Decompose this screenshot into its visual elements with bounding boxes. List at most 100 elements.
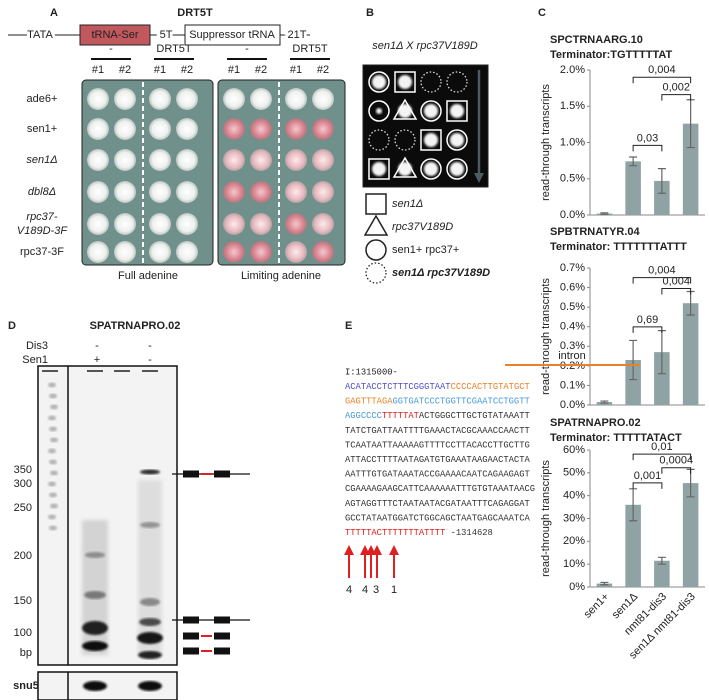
colony: [149, 181, 171, 203]
bar: [625, 504, 641, 587]
colony: [250, 241, 272, 263]
colony: [87, 181, 109, 203]
colony: [285, 149, 307, 171]
loading-band: [83, 681, 107, 691]
sequence-segment: GAGTTTAGA: [345, 397, 393, 407]
colony: [149, 88, 171, 110]
gel-smear: [138, 480, 162, 655]
p-value: 0,004: [648, 264, 676, 276]
panel-label: B: [366, 7, 374, 19]
sequence-line: TATCTGATTAATTTTGAAACTACGCAAACCAACTT: [345, 426, 530, 436]
ladder-band: [49, 525, 57, 531]
strain-label: V189D-3F: [17, 225, 68, 237]
clone-label: #1: [92, 64, 104, 76]
panel-label: E: [345, 320, 352, 332]
construct-label: tRNA-Ser: [91, 29, 138, 41]
significance-bracket: [632, 453, 692, 461]
colony: [114, 213, 136, 235]
construct-label: TATA: [27, 29, 53, 41]
sequence-line: AGTAGGTTTCTAATAATACGATAATTTCAGAGGAT: [345, 499, 530, 509]
p-value: 0,004: [648, 64, 676, 76]
sequence-line: ACATACCTCTTTCGGGTAATCCCCACTTGTATGCT: [345, 382, 530, 392]
error-bar: [600, 581, 609, 586]
gel-well: [87, 370, 103, 372]
ladder-band: [50, 437, 58, 443]
genotype-circle: [365, 239, 387, 261]
strain-label: sen1Δ: [26, 154, 57, 166]
colony: [223, 213, 245, 235]
error-bar: [629, 156, 638, 167]
p-value: 0,01: [651, 441, 672, 453]
schematic-exon: [183, 616, 199, 624]
error-bar: [600, 400, 609, 404]
colony: [176, 118, 198, 140]
column-group: DRT5T: [156, 43, 192, 55]
colony: [312, 118, 334, 140]
panel-title: DRT5T: [177, 7, 213, 19]
colony: [223, 88, 245, 110]
clone-label: #2: [255, 64, 267, 76]
panel-label: A: [50, 7, 58, 19]
schematic-exon: [214, 616, 230, 624]
colony: [250, 181, 272, 203]
colony-spot: [450, 162, 464, 176]
genotype-square: [365, 193, 387, 215]
genotype-circle: [420, 158, 442, 180]
colony-spot: [398, 162, 412, 176]
significance-bracket: [661, 94, 692, 101]
colony: [149, 241, 171, 263]
colony: [250, 149, 272, 171]
sequence-segment: AGGCCCC: [345, 412, 382, 422]
colony: [149, 213, 171, 235]
construct-label: 5T: [160, 29, 173, 41]
ladder-band: [50, 404, 58, 410]
bar: [654, 560, 670, 587]
colony-spot: [372, 75, 386, 89]
colony: [285, 118, 307, 140]
y-axis-label: read-through transcripts: [540, 278, 552, 395]
colony-spot: [424, 104, 438, 118]
significance-bracket: [632, 277, 692, 284]
y-tick-label: 0.3%: [560, 340, 585, 352]
chart-title: SPATRNAPRO.02: [550, 417, 641, 429]
gel-band: [140, 598, 160, 606]
loading-label: snu5: [13, 680, 39, 692]
gel-band: [84, 591, 106, 599]
condition-sign: -: [148, 354, 152, 366]
size-marker: 100: [14, 627, 32, 639]
sequence-segment: AATTTGTGATAAATACCGAAAACAATCAGAAGAGT: [345, 470, 530, 480]
condition-sign: +: [94, 354, 100, 366]
genotype-triangle: [392, 98, 418, 120]
strain-label: rpc37-3F: [20, 246, 64, 258]
colony: [149, 149, 171, 171]
gel-band: [139, 618, 161, 626]
coordinate: I:1315000-: [345, 367, 398, 377]
significance-bracket: [661, 467, 692, 474]
genotype-circle: [446, 158, 468, 180]
construct-label: 21T: [288, 29, 307, 41]
colony: [312, 88, 334, 110]
significance-bracket: [661, 288, 692, 295]
clone-label: #2: [317, 64, 329, 76]
significance-bracket: [632, 144, 663, 152]
colony: [223, 118, 245, 140]
error-bar: [657, 556, 666, 565]
intron-label: intron: [558, 350, 586, 362]
colony: [114, 118, 136, 140]
legend-label: rpc37V189D: [392, 221, 453, 233]
schematic-exon: [183, 632, 199, 640]
y-tick-label: 0.0%: [560, 399, 585, 411]
sequence-segment: TCAATAATTAAAAAGTTTTCCTTACACCTTGCTTG: [345, 441, 530, 451]
colony: [87, 241, 109, 263]
bar: [682, 123, 699, 215]
sequence-segment: CGAAAAGAAGCATTCAAAAAATTTGTGTAAATAACG: [345, 485, 535, 495]
genotype-circle: [446, 129, 468, 151]
y-tick-label: 0.5%: [560, 173, 585, 185]
loading-band: [138, 681, 162, 691]
colony-spot: [398, 104, 412, 118]
colony: [312, 241, 334, 263]
ladder-band: [49, 459, 57, 465]
column-group: DRT5T: [292, 43, 328, 55]
sequence-line: ATTACCTTTTAATAGATGTGAAATAAGAACTACTA: [345, 455, 530, 465]
